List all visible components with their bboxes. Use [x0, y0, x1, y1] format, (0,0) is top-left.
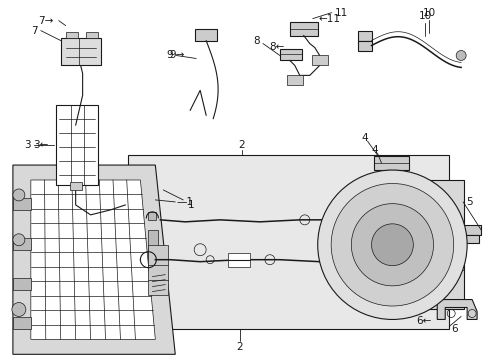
Circle shape — [12, 302, 26, 316]
Circle shape — [317, 170, 466, 319]
Bar — [85, 32, 98, 37]
Bar — [195, 28, 217, 41]
Bar — [13, 198, 31, 210]
Bar — [148, 212, 156, 220]
Text: 2: 2 — [238, 140, 245, 150]
Bar — [419, 180, 463, 310]
Bar — [148, 245, 168, 294]
Text: 9→: 9→ — [169, 50, 184, 60]
Bar — [279, 49, 301, 60]
Bar — [374, 156, 408, 170]
Text: 2: 2 — [236, 342, 243, 352]
Bar — [13, 278, 31, 289]
Text: 5: 5 — [465, 197, 472, 207]
Bar — [286, 75, 302, 85]
Text: ←11: ←11 — [318, 14, 340, 24]
Text: 10: 10 — [422, 8, 435, 18]
Circle shape — [350, 204, 433, 286]
Polygon shape — [436, 300, 476, 319]
Text: 3←: 3← — [33, 140, 48, 150]
Bar — [460, 225, 480, 235]
Text: 8: 8 — [253, 36, 260, 46]
Bar — [13, 238, 31, 250]
Text: 4: 4 — [361, 133, 367, 143]
Bar — [148, 230, 158, 270]
Text: 7: 7 — [31, 26, 38, 36]
Text: 9: 9 — [166, 50, 173, 60]
Text: 10: 10 — [418, 11, 431, 21]
Text: 1: 1 — [188, 200, 194, 210]
Text: 5←: 5← — [441, 200, 456, 210]
Text: 7→: 7→ — [38, 15, 53, 26]
Bar — [357, 31, 371, 41]
Bar — [227, 253, 249, 267]
Text: 3: 3 — [24, 140, 31, 150]
Text: 4: 4 — [370, 145, 377, 155]
Text: 6←: 6← — [416, 316, 431, 327]
Circle shape — [330, 184, 453, 306]
Text: 8←: 8← — [268, 41, 284, 51]
Polygon shape — [13, 165, 175, 354]
Bar — [289, 22, 317, 36]
Circle shape — [371, 224, 412, 266]
Bar — [357, 41, 371, 50]
Polygon shape — [128, 155, 448, 329]
Polygon shape — [31, 180, 155, 339]
Bar — [65, 32, 78, 37]
Bar — [13, 318, 31, 329]
Bar — [311, 55, 327, 66]
Text: 11: 11 — [334, 8, 347, 18]
Bar — [462, 235, 478, 243]
Bar — [61, 37, 101, 66]
Circle shape — [13, 234, 25, 246]
Circle shape — [13, 189, 25, 201]
Text: 6: 6 — [450, 324, 457, 334]
Circle shape — [455, 50, 465, 60]
Text: —1: —1 — [176, 197, 193, 207]
Bar — [56, 105, 98, 185]
Bar — [69, 182, 81, 190]
